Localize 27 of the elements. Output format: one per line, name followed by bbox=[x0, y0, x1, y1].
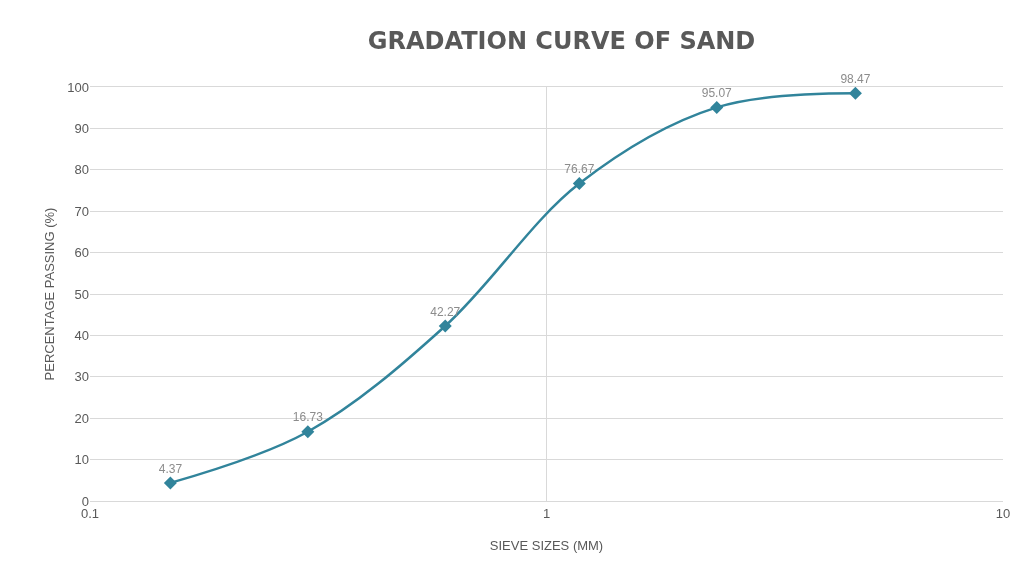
point bbox=[572, 177, 586, 191]
y-tick-label: 20 bbox=[74, 410, 89, 426]
point bbox=[438, 319, 452, 333]
data-label: 16.73 bbox=[292, 410, 324, 425]
data-label: 76.67 bbox=[564, 162, 595, 177]
x-axis-title: SIEVE SIZES (MM) bbox=[489, 538, 604, 553]
y-tick-label: 40 bbox=[74, 327, 89, 343]
y-tick-label: 80 bbox=[74, 162, 89, 178]
data-label: 42.27 bbox=[430, 304, 461, 319]
y-tick-label: 100 bbox=[67, 79, 89, 95]
y-axis-title: PERCENTAGE PASSING (%) bbox=[42, 207, 57, 381]
y-tick-label: 10 bbox=[74, 452, 89, 468]
y-tick-label: 50 bbox=[74, 286, 89, 302]
x-tick-label: 10 bbox=[995, 505, 1011, 521]
y-tick-label: 90 bbox=[74, 120, 89, 136]
data-label: 98.47 bbox=[840, 72, 871, 87]
data-label: 95.07 bbox=[701, 86, 733, 101]
point bbox=[301, 425, 315, 439]
point bbox=[710, 100, 724, 114]
data-label: 4.37 bbox=[158, 461, 183, 476]
point bbox=[163, 476, 177, 490]
x-tick-label: 1 bbox=[542, 505, 551, 521]
chart-title: GRADATION CURVE OF SAND bbox=[367, 27, 756, 56]
point bbox=[848, 86, 862, 100]
y-tick-label: 70 bbox=[74, 203, 89, 219]
y-tick-label: 60 bbox=[74, 245, 89, 261]
y-tick-label: 30 bbox=[74, 369, 89, 385]
